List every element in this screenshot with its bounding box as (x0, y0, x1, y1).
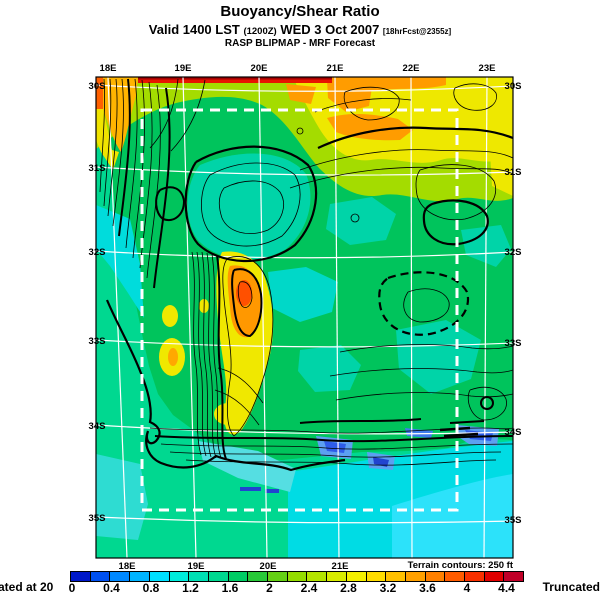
axis-label-left: 32S (89, 247, 106, 258)
valid-zulu: (1200Z) (243, 26, 277, 37)
axis-label-top: 22E (403, 63, 420, 74)
colorbar-tick-label: 4.4 (498, 581, 515, 595)
colorbar-tick-label: 3.6 (419, 581, 436, 595)
colorbar-tick-label: 2 (266, 581, 273, 595)
axis-label-right: 30S (505, 81, 522, 92)
colorbar-tick-label: 0.8 (142, 581, 160, 595)
axis-label-left: 34S (89, 421, 106, 432)
colorbar-segments (70, 571, 524, 582)
colorbar-segment (110, 572, 130, 581)
colorbar-segment (90, 572, 110, 581)
colorbar-segment (405, 572, 425, 581)
page-title: Buoyancy/Shear Ratio (220, 3, 380, 20)
axis-label-top: 20E (251, 63, 268, 74)
colorbar-segment (386, 572, 405, 581)
colorbar-segment (208, 572, 228, 581)
axis-label-left: 31S (89, 163, 106, 174)
colorbar-tick-label: 3.2 (379, 581, 397, 595)
axis-label-top: 18E (100, 63, 117, 74)
domain-box (140, 108, 459, 512)
axis-label-left: 35S (89, 513, 106, 524)
colorbar-segment (484, 572, 504, 581)
axis-label-left: 33S (89, 336, 106, 347)
forecast-cycle: [18hrFcst@2355z] (382, 27, 452, 36)
colorbar-tick-label: 1.2 (182, 581, 199, 595)
axis-label-right: 33S (505, 338, 522, 349)
terrain-contours (99, 78, 513, 472)
colorbar-segment (268, 572, 287, 581)
colorbar-segment (169, 572, 189, 581)
valid-time-line: Valid 1400 LST (1200Z) WED 3 Oct 2007 [1… (0, 22, 600, 37)
colorbar-segment (307, 572, 327, 581)
terrain-note: Terrain contours: 250 ft (408, 560, 514, 571)
colorbar-segment (149, 572, 169, 581)
colorbar-right-note: Truncated (542, 580, 600, 594)
valid-date: WED 3 Oct 2007 (276, 22, 383, 37)
field-color-fill (96, 77, 513, 558)
model-line: RASP BLIPMAP - MRF Forecast (224, 38, 376, 49)
colorbar-ticks: 0 0.4 0.8 1.2 1.6 2 2.4 2.8 3.2 3.6 4 4.4 (0, 581, 600, 597)
colorbar-segment (425, 572, 445, 581)
map-plot-area (96, 77, 513, 558)
axis-label-top: 21E (327, 63, 344, 74)
colorbar-segment (465, 572, 484, 581)
colorbar-segment (248, 572, 268, 581)
colorbar-tick-label: 0.4 (103, 581, 120, 595)
colorbar-left-note: ated at 20 (0, 580, 54, 594)
colorbar-segment (287, 572, 307, 581)
axis-label-right: 31S (505, 167, 522, 178)
axis-label-left: 30S (89, 81, 106, 92)
valid-prefix: Valid 1400 LST (148, 22, 244, 37)
colorbar-tick-label: 4 (463, 581, 471, 595)
colorbar-segment (346, 572, 366, 581)
colorbar-segment (327, 572, 346, 581)
colorbar-segment (189, 572, 208, 581)
colorbar-segment (504, 572, 524, 581)
colorbar-tick-label: 2.4 (300, 581, 318, 595)
axis-label-bottom: 21E (332, 561, 349, 572)
colorbar-segment (445, 572, 465, 581)
axis-labels: 18E 19E 20E 21E 22E 23E 18E 19E 20E 21E … (89, 63, 522, 572)
map-frame (95, 76, 514, 559)
colorbar-segment (71, 572, 90, 581)
axis-label-right: 32S (505, 247, 522, 258)
axis-label-top: 19E (175, 63, 192, 74)
colorbar-segment (130, 572, 149, 581)
colorbar-segment (228, 572, 248, 581)
colorbar-segment (366, 572, 386, 581)
axis-label-right: 34S (505, 427, 522, 438)
axis-label-right: 35S (505, 515, 522, 526)
axis-label-top: 23E (479, 63, 496, 74)
axis-label-bottom: 18E (119, 561, 136, 572)
colorbar-tick-label: 2.8 (340, 581, 357, 595)
axis-label-bottom: 19E (188, 561, 205, 572)
axis-label-bottom: 20E (260, 561, 277, 572)
colorbar-tick-label: 1.6 (221, 581, 239, 595)
colorbar-tick-label: 0 (68, 581, 76, 595)
